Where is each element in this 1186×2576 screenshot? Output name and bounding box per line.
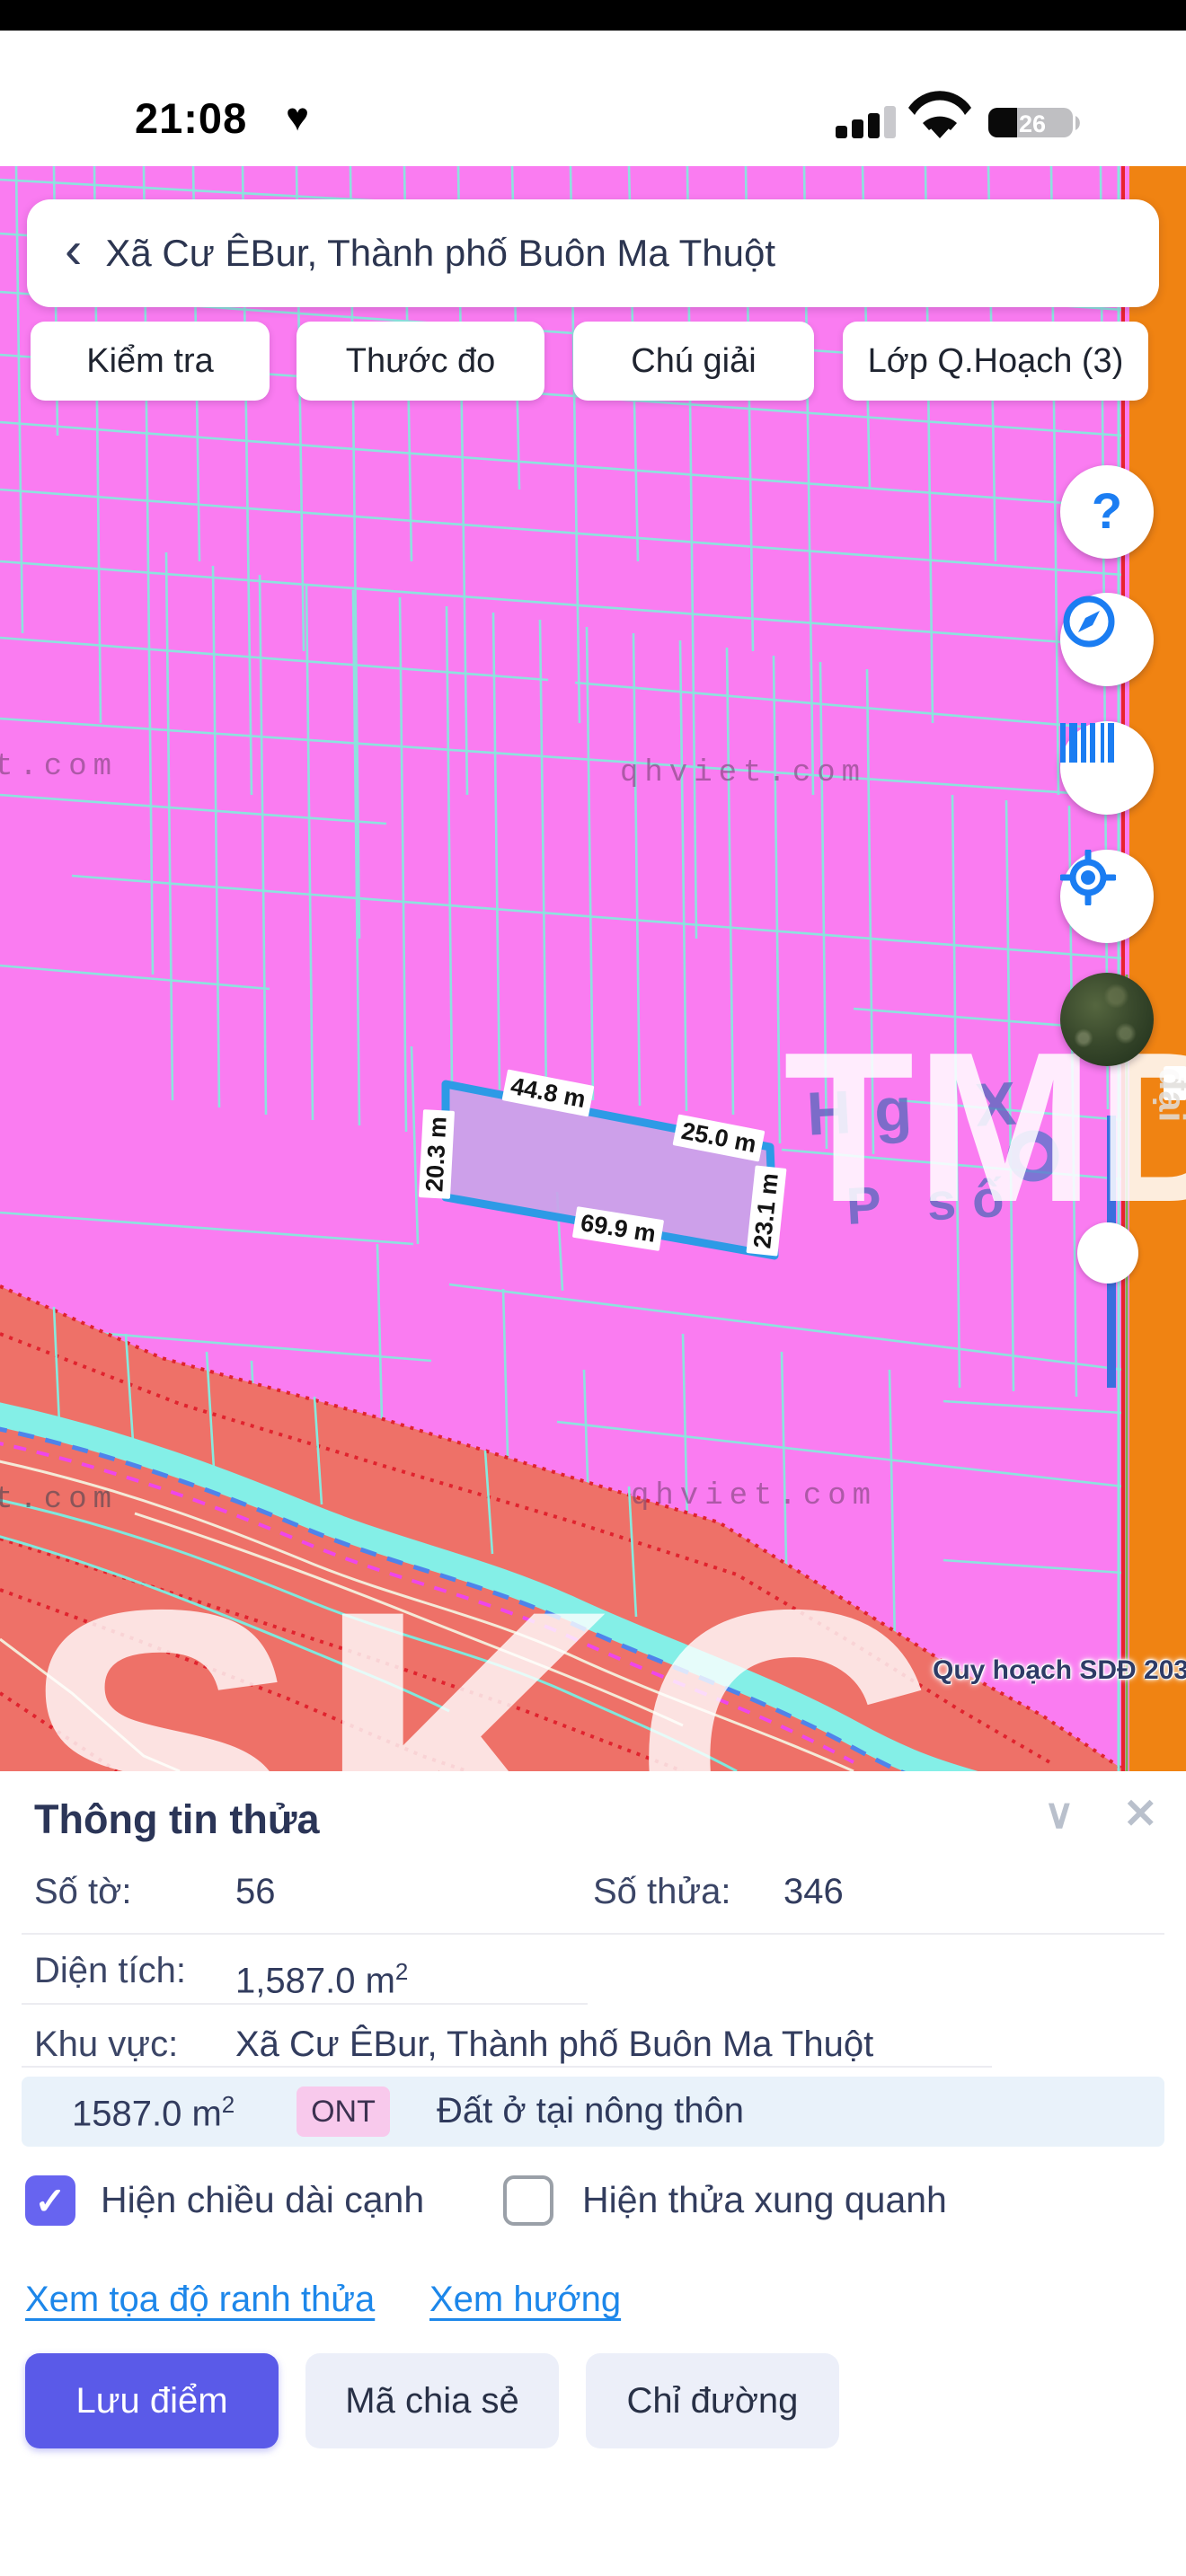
help-button[interactable]: ? bbox=[1060, 465, 1154, 559]
show-edge-lengths-checkbox[interactable]: ✓ bbox=[25, 2175, 75, 2226]
edge-length-label: 20.3 m bbox=[418, 1109, 456, 1199]
watermark: qhviet.com bbox=[631, 1479, 878, 1513]
square-sup: 2 bbox=[221, 2091, 235, 2118]
compass-button[interactable] bbox=[1060, 593, 1154, 686]
land-use-description: Đất ở tại nông thôn bbox=[437, 2091, 745, 2130]
barcode-icon bbox=[1060, 723, 1114, 763]
check-icon: ✓ bbox=[34, 2179, 66, 2222]
parcel-number-label: Số thửa: bbox=[593, 1872, 731, 1911]
square-sup: 2 bbox=[394, 1958, 409, 1985]
view-boundary-coordinates-link[interactable]: Xem tọa độ ranh thửa bbox=[25, 2280, 376, 2319]
satellite-layer-button[interactable] bbox=[1060, 973, 1154, 1066]
sheet-number-label: Số tờ: bbox=[34, 1872, 132, 1911]
watermark: qhviet.com bbox=[620, 756, 867, 790]
show-adjacent-parcels-checkbox[interactable] bbox=[503, 2175, 553, 2226]
status-bar: 21:08 ♥ 26 bbox=[0, 31, 1186, 166]
contour-lines-white bbox=[0, 1460, 854, 1771]
search-bar[interactable]: ‹ Xã Cư ÊBur, Thành phố Buôn Ma Thuột bbox=[27, 199, 1159, 307]
back-chevron-icon[interactable]: ‹ bbox=[65, 221, 83, 279]
watermark-cut: t.com bbox=[0, 750, 119, 784]
divider bbox=[22, 1933, 1164, 1935]
check-button[interactable]: Kiểm tra bbox=[31, 322, 270, 401]
view-orientation-link[interactable]: Xem hướng bbox=[429, 2280, 622, 2319]
contour-lines-cyan bbox=[0, 1498, 738, 1771]
map-toolbar: Kiểm tra Thước đo Chú giải Lớp Q.Hoạch (… bbox=[0, 322, 1186, 402]
boundary-line-blue-dashed bbox=[0, 1426, 906, 1771]
flood-zone bbox=[0, 1286, 1126, 1771]
panel-title: Thông tin thửa bbox=[34, 1796, 320, 1842]
area-label: Diện tích: bbox=[34, 1951, 186, 1990]
cellular-icon bbox=[836, 106, 896, 138]
divider bbox=[22, 2066, 992, 2068]
land-use-area: 1587.0 m2 bbox=[72, 2091, 235, 2134]
zone-boundary-dotted bbox=[0, 1284, 1128, 1771]
legend-button[interactable]: Chú giải bbox=[573, 322, 814, 401]
save-point-button[interactable]: Lưu điểm bbox=[25, 2353, 279, 2448]
map-symbol-ring bbox=[1007, 1130, 1059, 1182]
show-edge-lengths-label[interactable]: Hiện chiều dài cạnh bbox=[101, 2179, 425, 2220]
land-use-code-badge: ONT bbox=[296, 2086, 390, 2137]
battery-percent-text: 26 bbox=[1019, 110, 1046, 137]
sheet-number-value: 56 bbox=[235, 1872, 276, 1911]
parcel-number-value: 346 bbox=[783, 1872, 844, 1911]
locate-icon bbox=[1060, 850, 1116, 905]
parcel-info-panel: Thông tin thửa ∨ ✕ Số tờ: 56 Số thửa: 34… bbox=[0, 1771, 1186, 2576]
planning-map[interactable]: qhviet.com t.com qhviet.com t.com Hg X P… bbox=[0, 166, 1186, 1771]
top-bezel bbox=[0, 0, 1186, 31]
clock: 21:08 bbox=[135, 94, 248, 142]
share-code-button[interactable]: Mã chia sẻ bbox=[305, 2353, 559, 2448]
map-canvas bbox=[0, 166, 1186, 1771]
locate-button[interactable] bbox=[1060, 850, 1154, 943]
plan-layer-label: Quy hoạch SDĐ 2030 bbox=[933, 1655, 1186, 1685]
wifi-icon bbox=[908, 91, 971, 138]
collapse-chevron-icon[interactable]: ∨ bbox=[1044, 1790, 1075, 1837]
status-icons: 26 bbox=[836, 91, 1080, 138]
region-label: Khu vực: bbox=[34, 2025, 179, 2064]
big-watermark-skc: SKC bbox=[20, 1522, 950, 1772]
planning-layers-button[interactable]: Lớp Q.Hoạch (3) bbox=[843, 322, 1148, 401]
map-control-knob[interactable] bbox=[1077, 1222, 1138, 1284]
measure-button[interactable]: Thước đo bbox=[296, 322, 544, 401]
compass-icon bbox=[1063, 595, 1115, 648]
neighbor-label-fragment bbox=[1164, 1066, 1186, 1100]
river bbox=[0, 1402, 978, 1771]
barcode-button[interactable] bbox=[1060, 721, 1154, 815]
battery-icon bbox=[988, 108, 1080, 137]
flood-zone-parcels bbox=[52, 1306, 638, 1618]
region-value: Xã Cư ÊBur, Thành phố Buôn Ma Thuột bbox=[235, 2025, 874, 2064]
question-icon: ? bbox=[1091, 481, 1123, 539]
directions-button[interactable]: Chỉ đường bbox=[586, 2353, 839, 2448]
land-use-row: 1587.0 m2 ONT Đất ở tại nông thôn bbox=[22, 2077, 1164, 2147]
heart-icon: ♥ bbox=[286, 95, 310, 139]
watermark-cut: t.com bbox=[0, 1483, 119, 1517]
divider bbox=[22, 2003, 588, 2005]
search-query-text[interactable]: Xã Cư ÊBur, Thành phố Buôn Ma Thuột bbox=[105, 232, 776, 274]
road-strip bbox=[1129, 166, 1186, 1771]
show-adjacent-parcels-label[interactable]: Hiện thửa xung quanh bbox=[582, 2179, 947, 2220]
area-value: 1,587.0 m2 bbox=[235, 1958, 409, 2001]
boundary-line-magenta-dashed bbox=[0, 1442, 854, 1764]
close-icon[interactable]: ✕ bbox=[1123, 1790, 1158, 1837]
